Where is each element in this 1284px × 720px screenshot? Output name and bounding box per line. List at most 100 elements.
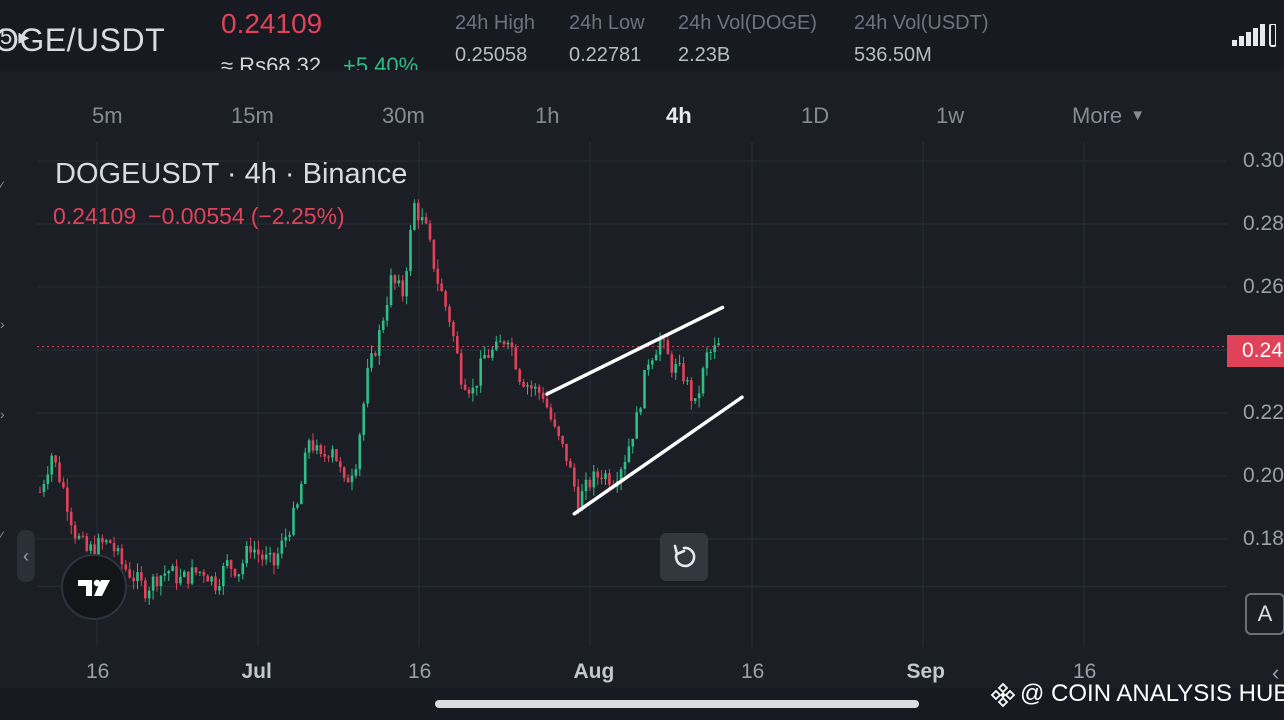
candle — [635, 406, 638, 439]
candle — [300, 480, 303, 505]
candle — [627, 438, 631, 463]
candle — [222, 562, 225, 595]
candle — [417, 199, 420, 229]
candle-body — [518, 369, 521, 382]
candle-body — [596, 471, 599, 478]
candle — [686, 376, 689, 386]
candle-body — [417, 203, 420, 221]
tab-1h[interactable]: 1h — [535, 103, 560, 128]
candle-body — [210, 576, 213, 582]
reset-chart-button[interactable] — [660, 533, 708, 581]
tab-1d[interactable]: 1D — [801, 103, 830, 128]
candle-body — [124, 564, 128, 570]
candle — [342, 466, 346, 482]
candle — [225, 554, 229, 569]
candle — [245, 541, 248, 568]
chart-canvas[interactable] — [0, 142, 1284, 688]
candle-body — [381, 320, 385, 331]
candle — [483, 346, 486, 359]
candle — [307, 438, 311, 459]
timeframe-bar: 5m 15m 30m 1h 4h 1D 1w More ▼ — [0, 70, 1284, 142]
candle — [354, 464, 358, 479]
candle — [38, 486, 42, 494]
candle-body — [545, 398, 549, 408]
tab-15m[interactable]: 15m — [231, 103, 274, 128]
candle-body — [467, 389, 471, 394]
candle-body — [370, 353, 373, 368]
pair-title[interactable]: OGE/USDT — [0, 22, 166, 58]
candle — [506, 340, 510, 350]
x-tick-label: 16 — [1073, 660, 1097, 683]
signal-bars-icon — [1232, 24, 1276, 47]
candle — [50, 452, 53, 482]
candle — [73, 521, 77, 544]
candle — [108, 539, 112, 544]
candle-body — [58, 462, 61, 483]
candle-body — [77, 535, 81, 539]
candle-body — [339, 461, 342, 468]
home-indicator[interactable] — [435, 700, 919, 708]
watermark-text: @ COIN ANALYSIS HUB — [1020, 680, 1284, 707]
candle-body — [315, 445, 319, 451]
candle — [584, 472, 588, 500]
tab-more[interactable]: More ▼ — [1072, 103, 1145, 129]
refresh-icon — [673, 544, 696, 568]
candle — [93, 535, 96, 558]
candle-body — [198, 571, 202, 573]
candle — [530, 380, 533, 397]
candle-body — [136, 572, 139, 582]
candle — [436, 259, 440, 292]
chart-legend-title: DOGEUSDT · 4h · Binance — [55, 158, 408, 190]
toolbar-expand-handle[interactable]: ‹ — [17, 530, 35, 582]
candle-body — [534, 386, 537, 389]
candle-body — [713, 345, 716, 352]
candle-body — [311, 440, 315, 451]
candle-body — [233, 568, 237, 577]
candle — [600, 470, 603, 485]
candle-body — [300, 483, 303, 505]
candle-body — [666, 340, 670, 355]
candle — [502, 340, 506, 348]
candle-body — [549, 407, 553, 420]
candle-body — [307, 440, 311, 453]
candle — [62, 477, 65, 490]
candle — [370, 345, 373, 372]
candle-body — [237, 574, 241, 577]
x-tick-label: 16 — [408, 660, 432, 683]
tab-30m[interactable]: 30m — [382, 103, 425, 128]
y-tick-label: 0.26 — [1243, 275, 1284, 298]
tab-5m[interactable]: 5m — [92, 103, 123, 128]
candle — [46, 466, 50, 490]
candle-body — [249, 546, 252, 553]
tab-4h[interactable]: 4h — [666, 103, 692, 128]
chevron-left-icon[interactable]: ‹ — [1272, 660, 1280, 685]
x-tick-label: Sep — [906, 660, 946, 683]
candle — [467, 386, 471, 398]
candle — [315, 439, 319, 455]
candle — [237, 573, 241, 582]
x-tick-label: 16 — [86, 660, 110, 683]
candle-body — [709, 351, 713, 353]
candle-body — [510, 342, 514, 348]
candle — [666, 333, 670, 355]
price-chart[interactable] — [0, 142, 1284, 688]
auto-scale-button[interactable]: A — [1245, 593, 1284, 635]
candle — [120, 544, 124, 573]
trendlines — [545, 305, 744, 516]
candle — [214, 572, 217, 595]
candle — [58, 456, 61, 484]
edge-mark: ⁄ — [0, 178, 3, 194]
candle-body — [522, 381, 525, 387]
tab-1w[interactable]: 1w — [936, 103, 965, 128]
candle-body — [393, 275, 397, 284]
candle-body — [128, 569, 131, 578]
candle-body — [42, 483, 46, 492]
candle-body — [159, 575, 163, 587]
candle — [151, 573, 155, 600]
candle-body — [303, 452, 307, 484]
candle — [631, 438, 635, 454]
candle — [549, 403, 553, 422]
candle-body — [452, 322, 455, 337]
candle — [339, 457, 342, 473]
candle-body — [487, 354, 490, 358]
